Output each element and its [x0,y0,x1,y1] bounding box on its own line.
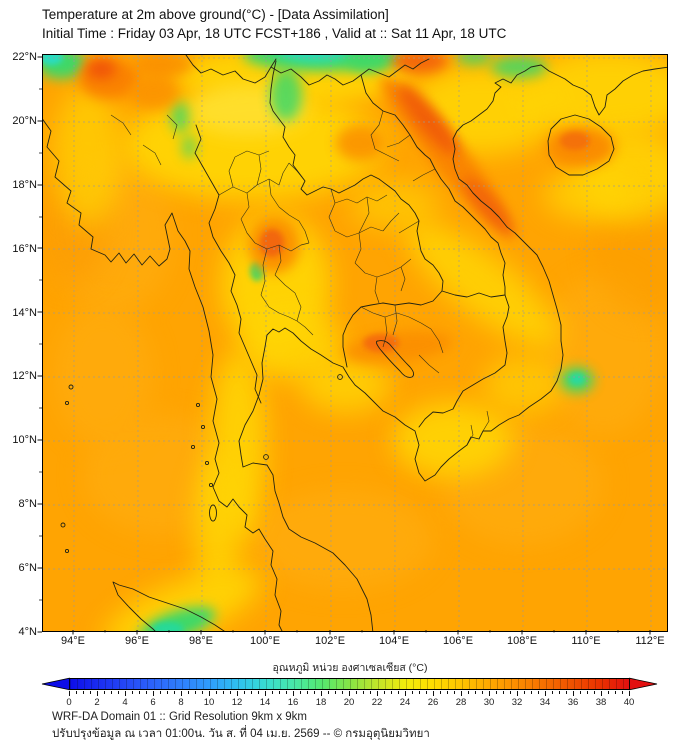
x-tick-label: 96°E [125,635,149,647]
y-tick-label: 22°N [12,51,37,63]
colorbar-major-ticks [69,691,630,696]
x-tick-label: 108°E [506,635,538,647]
colorbar-tick-label: 4 [122,697,128,708]
colorbar-tick-label: 36 [567,697,579,708]
y-tick-label: 20°N [12,115,37,127]
colorbar-tick-label: 6 [150,697,156,708]
colorbar-label: อุณหภูมิ หน่วย องศาเซลเซียส (°C) [272,662,428,674]
x-tick-label: 94°E [61,635,85,647]
colorbar-tick-label: 28 [455,697,467,708]
colorbar-tick-label: 22 [371,697,383,708]
y-axis-ticks [37,56,42,633]
y-tick-label: 6°N [18,562,37,574]
colorbar-tick-label: 10 [203,697,215,708]
colorbar-segments [70,679,629,689]
footer: WRF-DA Domain 01 :: Grid Resolution 9km … [52,709,430,743]
colorbar-tick-label: 20 [343,697,355,708]
colorbar-tick-label: 40 [623,697,635,708]
temperature-field-layer [43,55,667,631]
x-tick-label: 110°E [571,635,601,647]
x-tick-label: 112°E [635,635,665,647]
colorbar-tick-label: 16 [287,697,299,708]
colorbar-tick-label: 2 [94,697,100,708]
colorbar-tick-label: 34 [539,697,551,708]
page-subtitle: Initial Time : Friday 03 Apr, 18 UTC FCS… [42,26,507,41]
colorbar-tick-label: 38 [595,697,607,708]
footer-domain-info: WRF-DA Domain 01 :: Grid Resolution 9km … [52,711,307,723]
x-tick-label: 100°E [249,635,281,647]
colorbar-tick-label: 0 [66,697,72,708]
y-tick-label: 14°N [12,307,37,319]
x-tick-label: 104°E [378,635,410,647]
colorbar-extend-arrows [41,677,658,691]
province-border-layer [110,110,490,446]
colorbar-tick-label: 8 [178,697,184,708]
temperature-map-canvas [43,55,667,631]
y-tick-label: 4°N [18,626,37,638]
colorbar-tick-label: 30 [483,697,495,708]
y-tick-label: 12°N [12,370,37,382]
y-tick-label: 10°N [12,434,37,446]
colorbar-tick-label: 18 [315,697,327,708]
colorbar-tick-label: 32 [511,697,523,708]
map-plot-area [42,54,668,632]
footer-update-info: ปรับปรุงข้อมูล ณ เวลา 01:00น. วัน ส. ที่… [52,728,430,740]
y-tick-label: 16°N [12,243,37,255]
colorbar-tick-label: 26 [427,697,439,708]
coastline-border-layer [43,55,667,631]
x-axis-ticks [72,630,651,635]
page-title: Temperature at 2m above ground(°C) - [Da… [42,7,389,22]
graticule-gridlines [43,55,667,631]
x-tick-label: 102°E [314,635,346,647]
colorbar-tick-label: 14 [259,697,271,708]
x-tick-label: 98°E [189,635,213,647]
colorbar-tick-label: 12 [231,697,243,708]
y-tick-label: 8°N [18,498,37,510]
y-tick-label: 18°N [12,179,37,191]
header: Temperature at 2m above ground(°C) - [Da… [42,5,506,43]
colorbar-tick-label: 24 [399,697,411,708]
x-tick-label: 106°E [442,635,474,647]
